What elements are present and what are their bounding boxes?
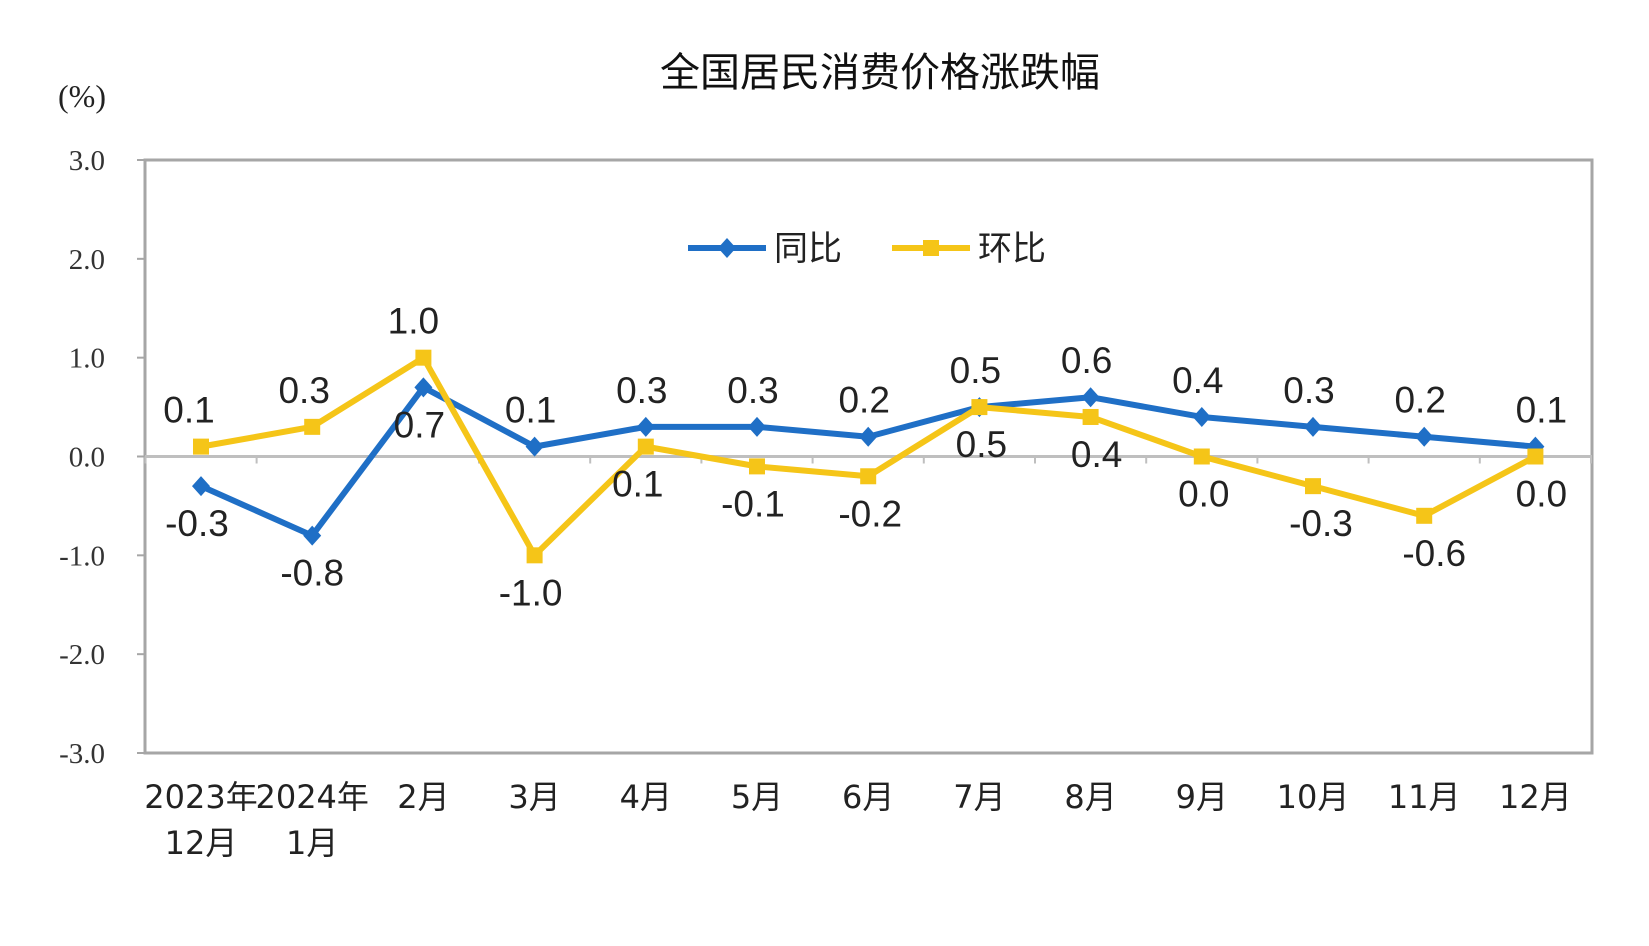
data-point-同比 <box>859 426 878 447</box>
x-tick-label: 4月 <box>620 778 672 816</box>
data-point-同比 <box>1192 406 1211 427</box>
data-point-环比 <box>1082 408 1099 425</box>
data-point-环比 <box>1193 448 1210 465</box>
data-point-同比 <box>636 416 655 437</box>
data-label-同比: 0.1 <box>1516 390 1567 431</box>
data-point-环比 <box>304 418 321 435</box>
data-label-环比: -0.1 <box>721 483 785 524</box>
data-label-环比: 0.1 <box>163 390 214 431</box>
data-label-环比: 0.4 <box>1071 434 1122 475</box>
x-tick-label: 12月 <box>1499 778 1572 816</box>
data-label-环比: -0.3 <box>1289 503 1353 544</box>
data-point-环比 <box>971 399 988 416</box>
data-point-同比 <box>1304 416 1322 437</box>
data-point-环比 <box>749 458 765 475</box>
legend-marker-同比 <box>718 238 736 258</box>
y-tick-label: -2.0 <box>59 639 105 671</box>
data-label-同比: 0.3 <box>616 370 667 411</box>
x-tick-label: 11月 <box>1388 778 1461 816</box>
legend-label-同比: 同比 <box>774 229 842 269</box>
x-tick-label: 8月 <box>1064 778 1116 816</box>
data-label-环比: 1.0 <box>388 301 439 342</box>
data-label-环比: 0.0 <box>1178 474 1229 515</box>
y-tick-label: -3.0 <box>59 738 105 770</box>
y-tick-label: 2.0 <box>69 244 105 276</box>
y-axis-unit: (%) <box>58 78 106 114</box>
data-label-环比: 0.5 <box>956 424 1007 465</box>
y-tick-label: 0.0 <box>69 442 105 474</box>
data-point-环比 <box>415 349 432 366</box>
data-point-同比 <box>748 416 766 437</box>
data-label-环比: -0.2 <box>838 493 902 534</box>
data-point-环比 <box>1305 478 1321 495</box>
x-tick-label: 3月 <box>508 778 560 816</box>
legend-marker-环比 <box>923 240 939 256</box>
data-point-环比 <box>1527 448 1544 465</box>
data-point-同比 <box>303 525 322 546</box>
data-point-环比 <box>860 468 877 485</box>
data-label-同比: 0.5 <box>950 350 1001 391</box>
data-label-同比: -0.3 <box>165 503 229 544</box>
x-tick-label: 7月 <box>953 778 1005 816</box>
data-label-同比: 0.7 <box>394 404 445 445</box>
data-point-同比 <box>192 476 210 497</box>
data-point-环比 <box>193 438 209 455</box>
data-label-环比: -0.6 <box>1402 533 1466 574</box>
data-label-同比: 0.3 <box>1283 370 1334 411</box>
chart-title: 全国居民消费价格涨跌幅 <box>660 50 1100 96</box>
x-tick-label: 10月 <box>1277 778 1350 816</box>
y-tick-label: 1.0 <box>69 343 105 375</box>
data-label-同比: 0.1 <box>505 390 556 431</box>
x-tick-label: 1月 <box>286 824 338 862</box>
y-tick-label: 3.0 <box>69 145 105 177</box>
legend-label-环比: 环比 <box>978 229 1046 269</box>
data-point-环比 <box>526 547 543 564</box>
y-tick-label: -1.0 <box>59 540 105 572</box>
data-label-环比: -1.0 <box>499 572 563 613</box>
data-point-同比 <box>525 436 544 457</box>
data-label-同比: -0.8 <box>280 553 344 594</box>
data-label-环比: 0.3 <box>278 370 329 411</box>
data-point-同比 <box>1081 387 1100 408</box>
data-label-环比: 0.0 <box>1516 474 1567 515</box>
x-tick-label: 2023年 <box>144 778 257 816</box>
data-point-同比 <box>414 377 433 398</box>
x-tick-label: 12月 <box>165 824 238 862</box>
data-label-同比: 0.2 <box>838 380 889 421</box>
data-label-环比: 0.1 <box>612 464 663 505</box>
data-label-同比: 0.4 <box>1172 360 1223 401</box>
data-label-同比: 0.3 <box>727 370 778 411</box>
data-point-环比 <box>637 438 654 455</box>
data-point-环比 <box>1416 507 1433 524</box>
x-tick-label: 5月 <box>731 778 783 816</box>
x-tick-label: 2024年 <box>255 778 368 816</box>
x-tick-label: 9月 <box>1176 778 1228 816</box>
data-label-同比: 0.6 <box>1061 340 1112 381</box>
x-tick-label: 6月 <box>842 778 894 816</box>
x-tick-label: 2月 <box>397 778 449 816</box>
data-label-同比: 0.2 <box>1394 380 1445 421</box>
data-point-同比 <box>1415 426 1434 447</box>
